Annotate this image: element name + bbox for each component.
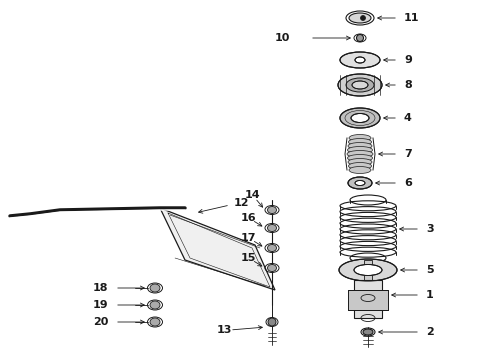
Text: 19: 19 <box>93 300 108 310</box>
Ellipse shape <box>355 57 365 63</box>
Ellipse shape <box>351 113 369 122</box>
Ellipse shape <box>346 78 374 92</box>
Ellipse shape <box>347 150 373 158</box>
Bar <box>348 290 388 310</box>
Ellipse shape <box>339 259 397 281</box>
Bar <box>354 280 382 318</box>
Ellipse shape <box>150 318 160 326</box>
Ellipse shape <box>347 147 372 153</box>
Ellipse shape <box>338 74 382 96</box>
Ellipse shape <box>268 265 276 271</box>
Polygon shape <box>160 208 275 290</box>
Text: 13: 13 <box>216 325 232 335</box>
Text: 5: 5 <box>426 265 434 275</box>
Text: 2: 2 <box>426 327 434 337</box>
Ellipse shape <box>348 177 372 189</box>
Ellipse shape <box>349 135 371 141</box>
Text: 4: 4 <box>404 113 412 123</box>
Ellipse shape <box>354 265 382 275</box>
Ellipse shape <box>150 284 160 292</box>
Bar <box>364 260 372 282</box>
Text: 7: 7 <box>404 149 412 159</box>
Text: 9: 9 <box>404 55 412 65</box>
Text: 20: 20 <box>93 317 108 327</box>
Ellipse shape <box>348 158 372 166</box>
Ellipse shape <box>340 108 380 128</box>
Text: 6: 6 <box>404 178 412 188</box>
Text: 16: 16 <box>240 213 256 223</box>
Ellipse shape <box>357 35 364 41</box>
Ellipse shape <box>361 15 366 21</box>
Text: 17: 17 <box>240 233 256 243</box>
Ellipse shape <box>349 166 371 174</box>
Text: 3: 3 <box>426 224 434 234</box>
Text: 15: 15 <box>240 253 256 263</box>
Text: 10: 10 <box>274 33 290 43</box>
Text: 12: 12 <box>234 198 249 208</box>
Ellipse shape <box>340 52 380 68</box>
Ellipse shape <box>348 162 371 170</box>
Text: 14: 14 <box>244 190 260 200</box>
Ellipse shape <box>268 318 276 326</box>
Ellipse shape <box>348 143 372 149</box>
Ellipse shape <box>268 244 276 252</box>
Ellipse shape <box>268 207 276 213</box>
Ellipse shape <box>349 13 371 23</box>
Ellipse shape <box>352 81 368 89</box>
Text: 1: 1 <box>426 290 434 300</box>
Ellipse shape <box>355 180 365 185</box>
Text: 18: 18 <box>93 283 108 293</box>
Text: 11: 11 <box>404 13 419 23</box>
Ellipse shape <box>348 139 371 145</box>
Ellipse shape <box>268 225 276 231</box>
Ellipse shape <box>363 329 373 335</box>
Ellipse shape <box>150 301 160 309</box>
Ellipse shape <box>347 154 372 162</box>
Text: 8: 8 <box>404 80 412 90</box>
